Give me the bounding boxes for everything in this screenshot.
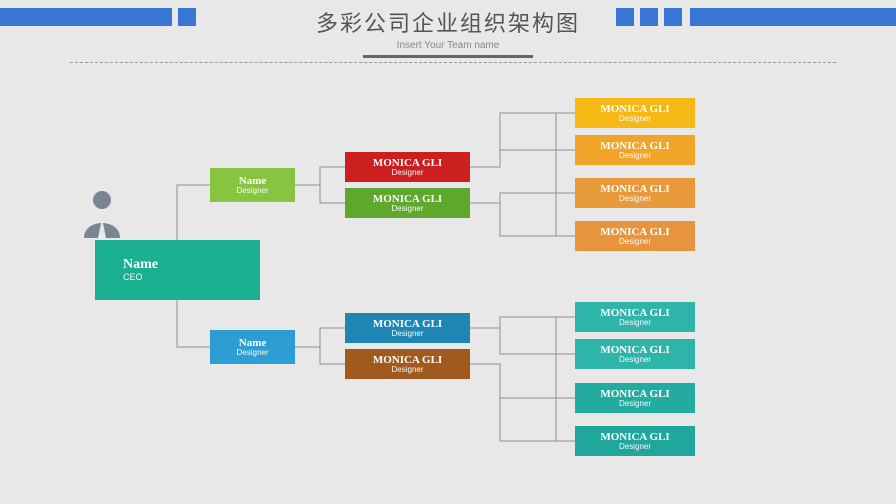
- node-role: CEO: [123, 273, 143, 283]
- node-name: MONICA GLI: [600, 388, 669, 400]
- node-l3d: MONICA GLIDesigner: [345, 349, 470, 379]
- node-l4d: MONICA GLIDesigner: [575, 221, 695, 251]
- node-name: MONICA GLI: [373, 193, 442, 205]
- node-role: Designer: [236, 187, 268, 196]
- node-role: Designer: [391, 366, 423, 375]
- node-l4c: MONICA GLIDesigner: [575, 178, 695, 208]
- node-name: Name: [239, 337, 267, 349]
- node-l2a: NameDesigner: [210, 168, 295, 202]
- node-name: MONICA GLI: [373, 157, 442, 169]
- node-name: MONICA GLI: [600, 140, 669, 152]
- node-name: MONICA GLI: [600, 344, 669, 356]
- node-role: Designer: [619, 238, 651, 247]
- node-role: Designer: [619, 319, 651, 328]
- node-role: Designer: [236, 349, 268, 358]
- node-l3c: MONICA GLIDesigner: [345, 313, 470, 343]
- org-chart: Name CEO NameDesigner NameDesigner MONIC…: [0, 0, 896, 504]
- node-role: Designer: [391, 169, 423, 178]
- node-l3a: MONICA GLIDesigner: [345, 152, 470, 182]
- node-l2b: NameDesigner: [210, 330, 295, 364]
- node-role: Designer: [619, 443, 651, 452]
- node-role: Designer: [619, 115, 651, 124]
- node-l4g: MONICA GLIDesigner: [575, 383, 695, 413]
- node-name: MONICA GLI: [600, 226, 669, 238]
- node-l4h: MONICA GLIDesigner: [575, 426, 695, 456]
- node-name: MONICA GLI: [600, 307, 669, 319]
- node-name: MONICA GLI: [600, 183, 669, 195]
- node-role: Designer: [619, 400, 651, 409]
- node-role: Designer: [619, 195, 651, 204]
- node-role: Designer: [391, 205, 423, 214]
- node-role: Designer: [619, 356, 651, 365]
- node-l4e: MONICA GLIDesigner: [575, 302, 695, 332]
- node-name: MONICA GLI: [373, 318, 442, 330]
- node-name: Name: [239, 175, 267, 187]
- node-name: Name: [123, 257, 158, 272]
- node-role: Designer: [619, 152, 651, 161]
- node-role: Designer: [391, 330, 423, 339]
- node-name: MONICA GLI: [600, 103, 669, 115]
- node-l3b: MONICA GLIDesigner: [345, 188, 470, 218]
- node-name: MONICA GLI: [600, 431, 669, 443]
- node-ceo: Name CEO: [95, 240, 260, 300]
- node-l4b: MONICA GLIDesigner: [575, 135, 695, 165]
- node-name: MONICA GLI: [373, 354, 442, 366]
- node-l4a: MONICA GLIDesigner: [575, 98, 695, 128]
- node-l4f: MONICA GLIDesigner: [575, 339, 695, 369]
